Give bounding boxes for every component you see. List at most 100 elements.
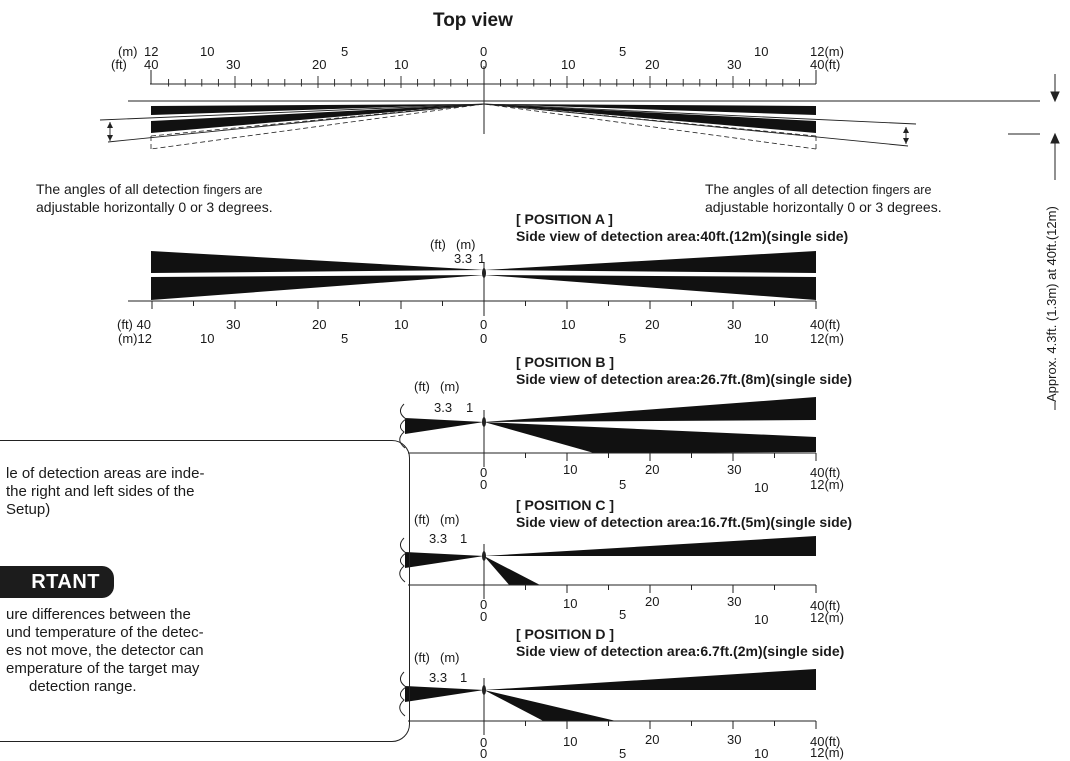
d-scale-m-12: 12(m) bbox=[810, 745, 844, 760]
a-ft-20r: 20 bbox=[645, 317, 660, 332]
position-d-upper-zone bbox=[484, 669, 816, 690]
c-scale-m-10: 10 bbox=[754, 612, 769, 627]
top-m-5: 5 bbox=[341, 44, 349, 59]
position-b-lower-zone bbox=[484, 422, 816, 453]
b-scale-m-5: 5 bbox=[619, 477, 627, 492]
position-a-m-unit: (m) bbox=[456, 237, 476, 252]
a-m-0: 0 bbox=[480, 331, 488, 346]
b-height-m: 1 bbox=[466, 400, 474, 415]
a-ft-0: 0 bbox=[480, 317, 488, 332]
a-ft-30: 30 bbox=[226, 317, 241, 332]
d-scale-ft-10: 10 bbox=[563, 734, 578, 749]
position-d-name: [ POSITION D ] bbox=[516, 626, 614, 642]
c-scale-ft-0: 0 bbox=[480, 597, 488, 612]
top-ft-40r: 40(ft) bbox=[810, 57, 841, 72]
position-b-side-view bbox=[399, 397, 817, 467]
position-c-lower-zone bbox=[484, 556, 540, 585]
top-m-12r: 12(m) bbox=[810, 44, 844, 59]
position-c-back-wedge bbox=[405, 552, 484, 568]
right-caption-line2: adjustable horizontally 0 or 3 degrees. bbox=[705, 199, 942, 215]
position-c-desc: Side view of detection area:16.7ft.(5m)(… bbox=[516, 514, 853, 530]
a-ft-20: 20 bbox=[312, 317, 327, 332]
a-ft-30r: 30 bbox=[727, 317, 742, 332]
left-caption-small: fingers are bbox=[203, 183, 263, 197]
top-m-10r: 10 bbox=[754, 44, 769, 59]
position-d-wall-bracket bbox=[399, 671, 407, 717]
position-b-sensor bbox=[482, 417, 486, 427]
top-m-5r: 5 bbox=[619, 44, 627, 59]
b-scale-m-0: 0 bbox=[480, 477, 488, 492]
height-dimension bbox=[1050, 74, 1060, 410]
top-ft-10r: 10 bbox=[561, 57, 576, 72]
top-m-12: 12 bbox=[144, 44, 159, 59]
position-c-wall-bracket bbox=[399, 537, 407, 583]
a-ft-10r: 10 bbox=[561, 317, 576, 332]
c-height-ft: 3.3 bbox=[429, 531, 448, 546]
page-title: Top view bbox=[433, 10, 513, 31]
position-a-name: [ POSITION A ] bbox=[516, 211, 613, 227]
d-height-m: 1 bbox=[460, 670, 468, 685]
right-caption: The angles of all detection fingers are … bbox=[705, 181, 942, 216]
position-c-name: [ POSITION C ] bbox=[516, 497, 614, 513]
position-c-sensor bbox=[482, 551, 486, 561]
b-m-unit: (m) bbox=[440, 379, 460, 394]
c-scale-ft-40: 40(ft) bbox=[810, 598, 841, 613]
right-caption-small: fingers are bbox=[872, 183, 932, 197]
position-a-desc: Side view of detection area:40ft.(12m)(s… bbox=[516, 228, 849, 244]
note-box bbox=[0, 440, 410, 742]
b-scale-m-12: 12(m) bbox=[810, 477, 844, 492]
d-ft-unit: (ft) bbox=[414, 650, 430, 665]
important-label: RTANT bbox=[31, 571, 100, 593]
note-body-5: detection range. bbox=[29, 678, 137, 695]
note-body-4: emperature of the target may bbox=[6, 660, 200, 677]
position-a-height-ft: 3.3 bbox=[454, 251, 473, 266]
d-scale-ft-40: 40(ft) bbox=[810, 734, 841, 749]
d-scale-m-0: 0 bbox=[480, 746, 488, 761]
left-caption-line2: adjustable horizontally 0 or 3 degrees. bbox=[36, 199, 273, 215]
a-ft-10: 10 bbox=[394, 317, 409, 332]
d-scale-ft-0: 0 bbox=[480, 735, 488, 750]
position-b-upper-zone bbox=[484, 397, 816, 422]
c-scale-ft-10: 10 bbox=[563, 596, 578, 611]
c-scale-ft-20: 20 bbox=[645, 594, 660, 609]
position-d-desc: Side view of detection area:6.7ft.(2m)(s… bbox=[516, 643, 845, 659]
a-m-10: 10 bbox=[200, 331, 215, 346]
d-scale-m-10: 10 bbox=[754, 746, 769, 761]
b-scale-ft-10: 10 bbox=[563, 462, 578, 477]
position-b-back-wedge bbox=[405, 418, 484, 434]
note-body-1: ure differences between the bbox=[6, 606, 191, 623]
position-a-side-view bbox=[128, 251, 817, 316]
position-c-side-view bbox=[399, 536, 817, 599]
top-m-unit: (m) bbox=[118, 44, 138, 59]
d-scale-ft-30: 30 bbox=[727, 732, 742, 747]
top-ft-40: 40 bbox=[144, 57, 159, 72]
b-height-ft: 3.3 bbox=[434, 400, 453, 415]
c-height-m: 1 bbox=[460, 531, 468, 546]
note-body-3: es not move, the detector can bbox=[6, 642, 204, 659]
position-a-ft-unit: (ft) bbox=[430, 237, 446, 252]
top-view-fan bbox=[99, 100, 1040, 150]
a-ft-40: (ft) 40 bbox=[117, 317, 151, 332]
position-b-desc: Side view of detection area:26.7ft.(8m)(… bbox=[516, 371, 853, 387]
note-line-1: le of detection areas are inde- bbox=[6, 465, 205, 482]
d-scale-m-5: 5 bbox=[619, 746, 627, 761]
note-line-3: Setup) bbox=[6, 501, 51, 518]
top-ft-0: 0 bbox=[480, 57, 488, 72]
c-ft-unit: (ft) bbox=[414, 512, 430, 527]
d-scale-ft-20: 20 bbox=[645, 732, 660, 747]
a-m-12r: 12(m) bbox=[810, 331, 844, 346]
c-scale-m-12: 12(m) bbox=[810, 610, 844, 625]
b-scale-ft-20: 20 bbox=[645, 462, 660, 477]
important-badge: RTANT bbox=[0, 566, 114, 598]
top-ft-unit: (ft) bbox=[111, 57, 127, 72]
d-height-ft: 3.3 bbox=[429, 670, 448, 685]
top-ft-20r: 20 bbox=[645, 57, 660, 72]
top-ft-10: 10 bbox=[394, 57, 409, 72]
note-body-2: und temperature of the detec- bbox=[6, 624, 204, 641]
position-d-side-view bbox=[399, 669, 817, 735]
b-scale-ft-0: 0 bbox=[480, 465, 488, 480]
b-scale-ft-30: 30 bbox=[727, 462, 742, 477]
position-d-back-wedge bbox=[405, 686, 484, 702]
position-b-name: [ POSITION B ] bbox=[516, 354, 614, 370]
